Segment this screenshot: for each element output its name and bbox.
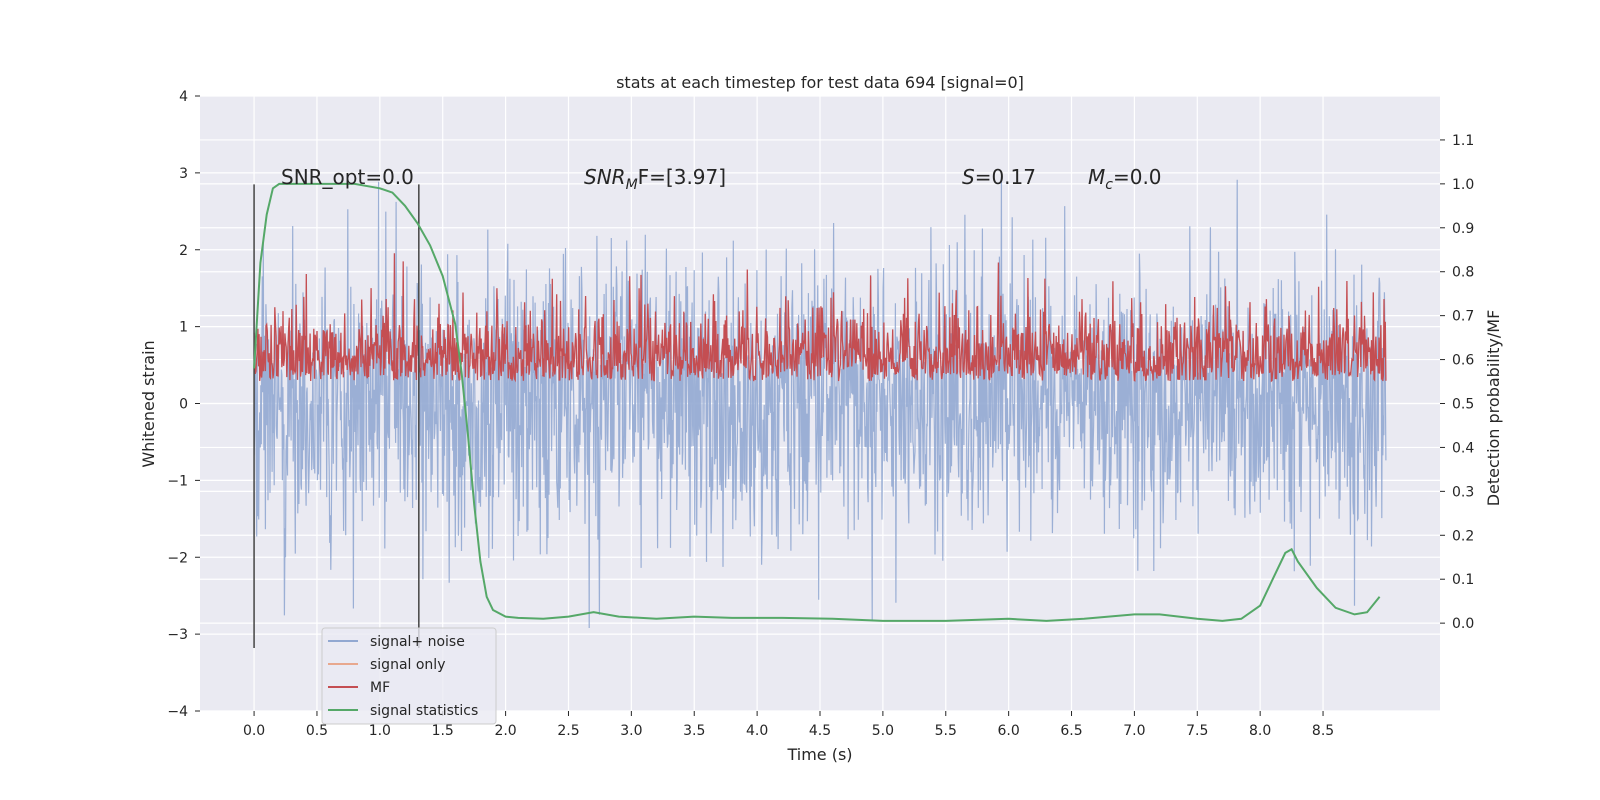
x-tick-label-5: 2.5 <box>557 723 579 739</box>
x-tick-label-14: 7.0 <box>1123 723 1145 739</box>
signal-plus-noise-line <box>253 176 1387 629</box>
y2-tick-label-10: 1.0 <box>1452 177 1474 193</box>
y2-tick-label-0: 0.0 <box>1452 616 1474 632</box>
y2-axis-ticks: 0.0 0.1 0.2 0.3 0.4 0.5 0.6 0.7 0.8 0.9 1.0 1.1 <box>1440 133 1474 632</box>
y2-tick-label-7: 0.7 <box>1452 309 1474 325</box>
x-tick-label-7: 3.5 <box>683 723 705 739</box>
x-tick-label-0: 0.0 <box>243 723 265 739</box>
annotation-snr-mf-rest: F=[3.97] <box>638 165 726 189</box>
legend-label-signal-statistics: signal statistics <box>370 703 478 719</box>
legend: signal+ noise signal only MF signal stat… <box>321 627 497 725</box>
x-axis-ticks: 0.0 0.5 1.0 1.5 2.0 2.5 3.0 3.5 4.0 4.5 5.0 5.5 6.0 6… <box>243 711 1334 739</box>
legend-box <box>321 627 497 725</box>
legend-label-signal-only: signal only <box>370 657 445 673</box>
x-tick-label-9: 4.5 <box>809 723 831 739</box>
y2-tick-label-11: 1.1 <box>1452 133 1474 149</box>
x-tick-label-3: 1.5 <box>432 723 454 739</box>
y2-tick-label-9: 0.9 <box>1452 221 1474 237</box>
x-tick-label-11: 5.5 <box>935 723 957 739</box>
mf-line <box>253 253 1387 383</box>
annotation-s-rest: =0.17 <box>975 165 1036 189</box>
y2-axis-label: Detection probability/MF <box>1484 310 1503 507</box>
annotation-snr-mf-main: SNR <box>584 165 626 189</box>
x-tick-label-13: 6.5 <box>1060 723 1082 739</box>
annotation-s: S=0.17 <box>962 165 1036 189</box>
x-tick-label-2: 1.0 <box>369 723 391 739</box>
annotation-mc-rest: =0.0 <box>1113 165 1162 189</box>
y-tick-label-3: −1 <box>167 473 188 489</box>
signal-statistics-line <box>253 182 1381 622</box>
series-mf <box>253 253 1387 383</box>
y-axis-ticks: −4 −3 −2 −1 0 1 2 3 4 <box>167 89 200 720</box>
x-axis-label: Time (s) <box>786 745 852 764</box>
y2-tick-label-8: 0.8 <box>1452 265 1474 281</box>
x-tick-label-4: 2.0 <box>494 723 516 739</box>
series-signal-statistics <box>253 182 1381 622</box>
vertical-markers <box>253 184 420 648</box>
y2-tick-label-5: 0.5 <box>1452 397 1474 413</box>
x-tick-label-17: 8.5 <box>1312 723 1334 739</box>
annotation-snr-mf-subscript: M <box>626 177 638 193</box>
annotation-snr-opt: SNR_opt=0.0 <box>281 165 414 189</box>
annotation-snr-mf: SNRMF=[3.97] <box>584 165 726 193</box>
y-tick-label-0: −4 <box>167 704 188 720</box>
series-signal-plus-noise <box>253 176 1387 629</box>
y2-tick-label-1: 0.1 <box>1452 572 1474 588</box>
x-tick-label-10: 5.0 <box>872 723 894 739</box>
x-tick-label-8: 4.0 <box>746 723 768 739</box>
y2-tick-label-2: 0.2 <box>1452 528 1474 544</box>
y2-tick-label-6: 0.6 <box>1452 353 1474 369</box>
y-tick-label-2: −2 <box>167 550 188 566</box>
x-tick-label-6: 3.0 <box>620 723 642 739</box>
y-tick-label-5: 1 <box>179 320 188 336</box>
y-tick-label-7: 3 <box>179 166 188 182</box>
y-tick-label-1: −3 <box>167 627 188 643</box>
x-tick-label-12: 6.0 <box>998 723 1020 739</box>
y-axis-label: Whitened strain <box>139 340 158 467</box>
chart-title: stats at each timestep for test data 694… <box>616 73 1024 92</box>
y2-tick-label-3: 0.3 <box>1452 484 1474 500</box>
annotation-s-main: S <box>962 165 975 189</box>
y-tick-label-8: 4 <box>179 89 188 105</box>
x-tick-label-16: 8.0 <box>1249 723 1271 739</box>
y-tick-label-6: 2 <box>179 243 188 259</box>
x-tick-label-15: 7.5 <box>1186 723 1208 739</box>
annotation-mc: Mc=0.0 <box>1088 165 1162 193</box>
legend-label-signal-plus-noise: signal+ noise <box>370 634 465 650</box>
legend-label-mf: MF <box>370 680 390 696</box>
y2-tick-label-4: 0.4 <box>1452 440 1474 456</box>
annotation-mc-main: M <box>1088 165 1105 189</box>
y-tick-label-4: 0 <box>179 397 188 413</box>
annotation-mc-subscript: c <box>1105 177 1113 193</box>
x-tick-label-1: 0.5 <box>306 723 328 739</box>
